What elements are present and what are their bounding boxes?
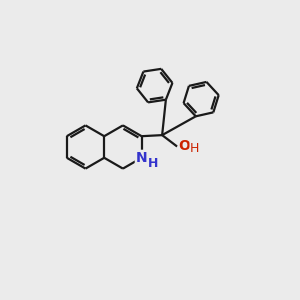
Text: N: N — [136, 151, 147, 165]
Text: O: O — [178, 139, 190, 153]
Text: H: H — [190, 142, 199, 155]
Text: H: H — [148, 157, 158, 170]
